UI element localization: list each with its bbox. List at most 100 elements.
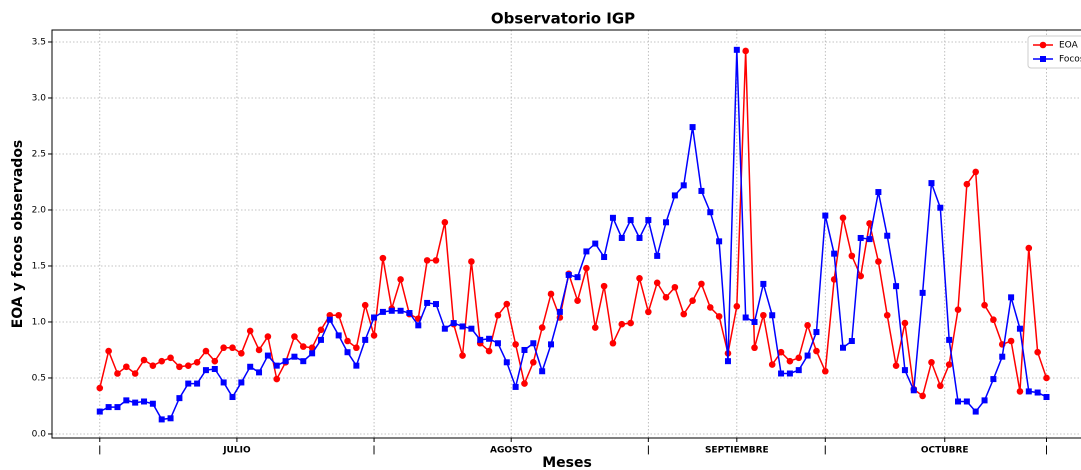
point (990, 376, 997, 383)
point (264, 333, 272, 340)
point (848, 252, 856, 260)
chart-title: Observatorio IGP (491, 10, 635, 28)
series (96, 47, 1050, 400)
point (238, 350, 245, 357)
point (839, 344, 846, 351)
point (636, 234, 643, 241)
point (1043, 394, 1050, 401)
point (981, 301, 988, 309)
legend-marker (1039, 41, 1047, 49)
point (972, 408, 979, 415)
legend-marker (1040, 56, 1046, 62)
point (822, 212, 829, 219)
point (273, 375, 281, 383)
point (1016, 388, 1024, 395)
point (689, 124, 696, 131)
point (361, 301, 369, 309)
y-axis-label: EOA y focos observados (10, 140, 26, 329)
y-tick-label: 2.5 (32, 149, 46, 159)
point (990, 316, 997, 324)
point (114, 370, 121, 377)
point (503, 300, 511, 308)
point (468, 325, 475, 332)
point (689, 297, 696, 304)
point (494, 340, 501, 347)
y-tick-label: 3.5 (32, 37, 46, 47)
point (1025, 244, 1033, 252)
point (946, 336, 953, 343)
point (778, 370, 785, 377)
point (388, 307, 395, 314)
point (963, 398, 970, 405)
point (291, 333, 298, 340)
point (538, 324, 546, 331)
point (654, 252, 661, 259)
point (132, 399, 139, 406)
point (291, 353, 298, 360)
x-tick-label: | (824, 446, 827, 456)
point (928, 358, 935, 366)
point (176, 363, 183, 371)
point (114, 404, 121, 411)
point (848, 338, 855, 345)
point (299, 343, 307, 350)
point (335, 311, 342, 319)
point (167, 415, 174, 422)
point (813, 347, 820, 355)
x-tick-label: | (98, 446, 101, 456)
point (362, 336, 369, 343)
point (937, 204, 944, 211)
point (671, 283, 679, 291)
point (512, 383, 519, 390)
x-tick-label: | (647, 446, 650, 456)
point (892, 362, 900, 369)
point (954, 306, 962, 313)
point (255, 346, 263, 354)
point (371, 314, 378, 321)
point (1043, 374, 1050, 382)
point (919, 289, 926, 296)
point (821, 367, 829, 375)
point (795, 367, 802, 374)
point (123, 363, 130, 371)
point (857, 272, 864, 280)
point (530, 358, 537, 366)
point (335, 332, 342, 339)
point (548, 341, 555, 348)
point (1008, 294, 1015, 301)
point (645, 217, 652, 224)
point (459, 323, 466, 330)
series-line (99, 49, 1047, 421)
point (167, 354, 174, 362)
point (547, 290, 555, 298)
point (432, 257, 440, 264)
point (406, 310, 413, 317)
point (477, 336, 484, 343)
point (149, 362, 157, 369)
point (636, 274, 643, 282)
point (556, 308, 563, 315)
point (883, 311, 891, 319)
point (653, 279, 661, 287)
point (521, 380, 528, 387)
point (264, 352, 271, 359)
point (123, 397, 130, 404)
point (185, 380, 192, 387)
x-tick-label: | (372, 446, 375, 456)
y-tick-label: 0.0 (32, 429, 47, 439)
point (220, 379, 227, 386)
point (326, 316, 333, 323)
point (786, 357, 794, 365)
point (698, 187, 705, 194)
point (866, 220, 873, 227)
point (724, 358, 731, 365)
point (875, 189, 882, 196)
point (663, 219, 670, 226)
point (609, 214, 616, 221)
point (600, 282, 608, 290)
point (379, 254, 387, 262)
point (1034, 348, 1041, 356)
point (618, 234, 625, 241)
point (751, 318, 758, 325)
